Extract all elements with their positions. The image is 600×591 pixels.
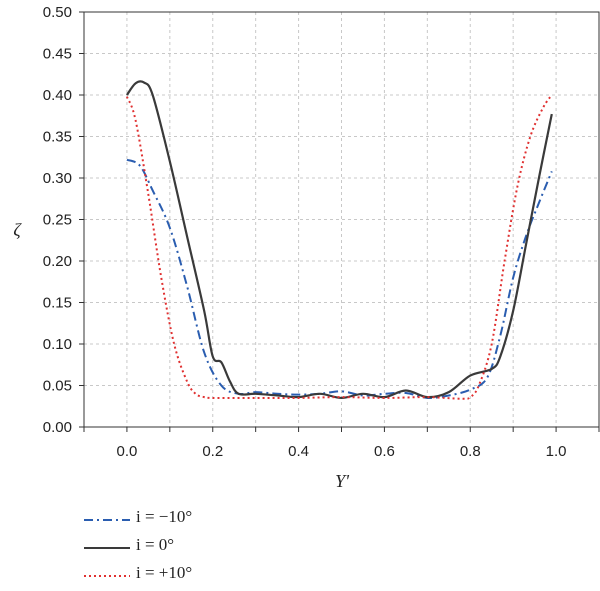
x-tick-label: 0.6 <box>374 443 395 460</box>
x-tick-label: 1.0 <box>546 443 567 460</box>
x-tick-label: 0.8 <box>460 443 481 460</box>
legend-label: i = 0° <box>136 535 175 554</box>
y-tick-label: 0.40 <box>43 87 72 104</box>
y-tick-label: 0.20 <box>43 253 72 270</box>
grid <box>84 12 599 427</box>
y-tick-label: 0.50 <box>43 4 72 21</box>
legend-swatch-line <box>84 519 130 521</box>
y-tick-label: 0.10 <box>43 336 72 353</box>
x-tick-label: 0.2 <box>202 443 223 460</box>
legend-swatch-line <box>84 575 130 577</box>
legend-label: i = +10° <box>136 563 193 582</box>
y-tick-label: 0.25 <box>43 212 72 229</box>
x-tick-label: 0.0 <box>116 443 137 460</box>
y-tick-label: 0.35 <box>43 129 72 146</box>
x-axis-label: Y' <box>335 471 350 491</box>
y-tick-label: 0.15 <box>43 295 72 312</box>
series-group <box>125 80 553 400</box>
legend-label: i = −10° <box>136 507 193 526</box>
axis-ticks: 0.0 0.2 0.4 0.6 0.8 1.0 0.00 0.05 0.10 0.15 0.20 0.… <box>43 4 600 460</box>
y-tick-label: 0.30 <box>43 170 72 187</box>
y-axis-label: ζ <box>13 220 22 240</box>
y-tick-label: 0.00 <box>43 419 72 436</box>
series-line-2 <box>125 94 553 400</box>
series-line-0 <box>126 158 553 400</box>
y-tick-label: 0.05 <box>43 378 72 395</box>
y-tick-label: 0.45 <box>43 46 72 63</box>
legend-swatch-line <box>84 547 130 549</box>
x-tick-label: 0.4 <box>288 443 309 460</box>
series-line-1 <box>126 80 553 400</box>
